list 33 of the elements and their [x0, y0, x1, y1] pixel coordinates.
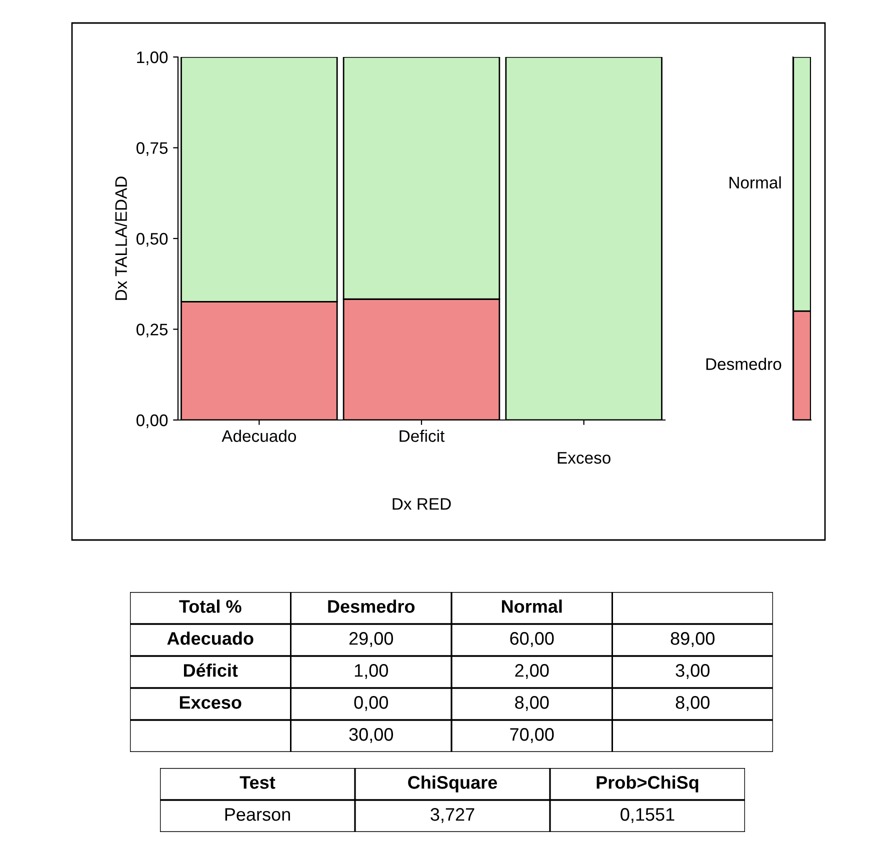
- text: 3,727: [430, 808, 474, 823]
- category-label: Normal: [502, 600, 562, 613]
- x-tick-label: Deficit: [400, 430, 445, 442]
- text: 60,00: [510, 632, 554, 647]
- text: 2,00: [515, 664, 549, 679]
- category-label: Prob>ChiSq: [596, 776, 698, 792]
- y-tick-label: 1,00: [137, 51, 168, 66]
- text: Exceso: [180, 696, 242, 709]
- category-label: ChiSquare: [408, 776, 498, 792]
- category-label: Total %: [179, 600, 242, 613]
- text: 29,00: [349, 632, 394, 647]
- y-axis-title: Dx TALLA/EDAD: [114, 176, 127, 300]
- text: 30,00: [349, 728, 394, 743]
- text: 0,00: [354, 696, 388, 711]
- y-tick-label: 0,50: [136, 232, 168, 247]
- text: 3,00: [676, 664, 710, 679]
- text: 0,1551: [620, 808, 674, 823]
- text: 8,00: [515, 696, 549, 711]
- category-label: Desmedro: [328, 600, 415, 613]
- text: Adecuado: [167, 632, 254, 645]
- text: 1,00: [354, 664, 388, 679]
- text: Déficit: [184, 663, 238, 677]
- series-label: Normal: [730, 176, 781, 189]
- text: 89,00: [670, 632, 715, 647]
- series-label: Desmedro: [706, 358, 782, 370]
- y-tick-label: 0,25: [136, 324, 168, 338]
- y-tick-label: 0,00: [136, 414, 168, 428]
- text: 8,00: [676, 696, 710, 711]
- category-label: Test: [240, 776, 276, 789]
- text: 70,00: [510, 728, 554, 743]
- text: Pearson: [225, 808, 290, 821]
- y-tick-label: 0,75: [136, 142, 168, 156]
- x-axis-title: Dx RED: [392, 498, 451, 510]
